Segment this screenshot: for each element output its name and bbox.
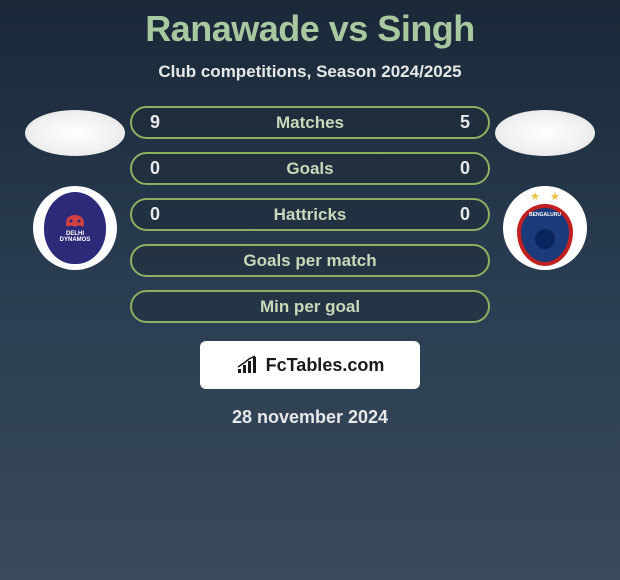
stat-left-value: 0	[150, 158, 174, 179]
stat-row-matches: 9 Matches 5	[130, 106, 490, 139]
stat-row-goals: 0 Goals 0	[130, 152, 490, 185]
stat-label: Goals per match	[243, 251, 376, 271]
stat-row-min-per-goal: Min per goal	[130, 290, 490, 323]
left-club-name-2: DYNAMOS	[60, 237, 91, 243]
right-player-photo	[495, 110, 595, 156]
star-icon: ★	[530, 190, 540, 203]
stat-label: Min per goal	[260, 297, 360, 317]
brand-text: FcTables.com	[266, 355, 385, 376]
tiger-icon	[63, 213, 87, 229]
stat-right-value: 5	[446, 112, 470, 133]
right-player-column: ★ ★ BENGALURU	[490, 106, 600, 270]
stat-label: Matches	[276, 113, 344, 133]
stat-label: Goals	[286, 159, 333, 179]
left-club-badge: DELHI DYNAMOS	[33, 186, 117, 270]
subtitle: Club competitions, Season 2024/2025	[0, 62, 620, 82]
stat-label: Hattricks	[274, 205, 347, 225]
right-club-name: BENGALURU	[529, 212, 561, 218]
right-club-badge: ★ ★ BENGALURU	[503, 186, 587, 270]
stat-right-value: 0	[446, 204, 470, 225]
right-club-shield: BENGALURU	[517, 204, 573, 266]
stat-left-value: 0	[150, 204, 174, 225]
left-club-shield: DELHI DYNAMOS	[44, 192, 106, 264]
stat-right-value: 0	[446, 158, 470, 179]
stats-column: 9 Matches 5 0 Goals 0 0 Hattricks 0 Goal…	[130, 106, 490, 323]
stat-left-value: 9	[150, 112, 174, 133]
content-area: DELHI DYNAMOS 9 Matches 5 0 Goals 0 0 Ha…	[0, 106, 620, 323]
date-text: 28 november 2024	[0, 407, 620, 428]
football-icon	[535, 229, 555, 249]
brand-box: FcTables.com	[200, 341, 420, 389]
stat-row-hattricks: 0 Hattricks 0	[130, 198, 490, 231]
left-player-photo	[25, 110, 125, 156]
stat-row-goals-per-match: Goals per match	[130, 244, 490, 277]
page-title: Ranawade vs Singh	[0, 0, 620, 50]
left-player-column: DELHI DYNAMOS	[20, 106, 130, 270]
star-icon: ★	[550, 190, 560, 203]
stars-row: ★ ★	[530, 190, 560, 203]
chart-icon	[236, 355, 260, 375]
